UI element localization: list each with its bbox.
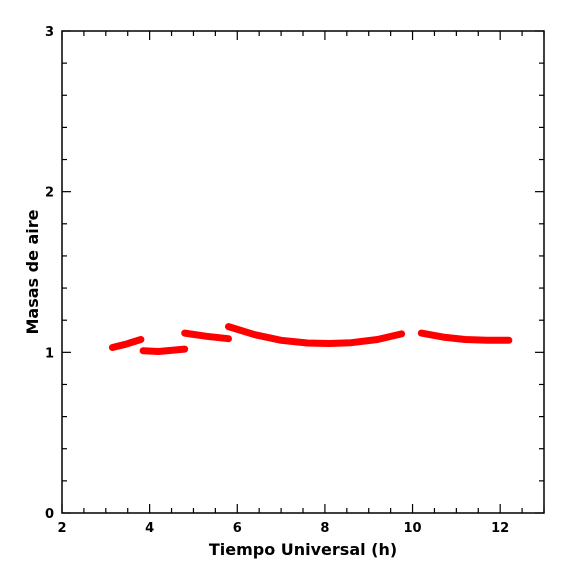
y-axis-label: Masas de aire	[23, 209, 42, 334]
y-tick-label: 1	[45, 346, 54, 361]
x-tick-label: 2	[57, 521, 66, 536]
axis-ticks	[61, 30, 545, 514]
airmass-series-5	[417, 329, 513, 344]
y-tick-label: 2	[45, 186, 54, 201]
plot-frame	[61, 30, 545, 514]
airmass-series-4	[225, 323, 406, 347]
x-tick-label: 12	[491, 521, 509, 536]
x-axis-label: Tiempo Universal (h)	[209, 540, 397, 559]
airmass-series-1	[108, 336, 145, 351]
y-tick-label: 3	[45, 25, 54, 40]
airmass-series-2	[139, 345, 189, 355]
x-tick-label: 10	[403, 521, 421, 536]
y-tick-label: 0	[45, 507, 54, 522]
airmass-series-3	[181, 329, 232, 343]
x-tick-label: 6	[233, 521, 242, 536]
data-series-layer	[108, 323, 513, 355]
x-tick-label: 8	[320, 521, 329, 536]
x-tick-label: 4	[145, 521, 154, 536]
